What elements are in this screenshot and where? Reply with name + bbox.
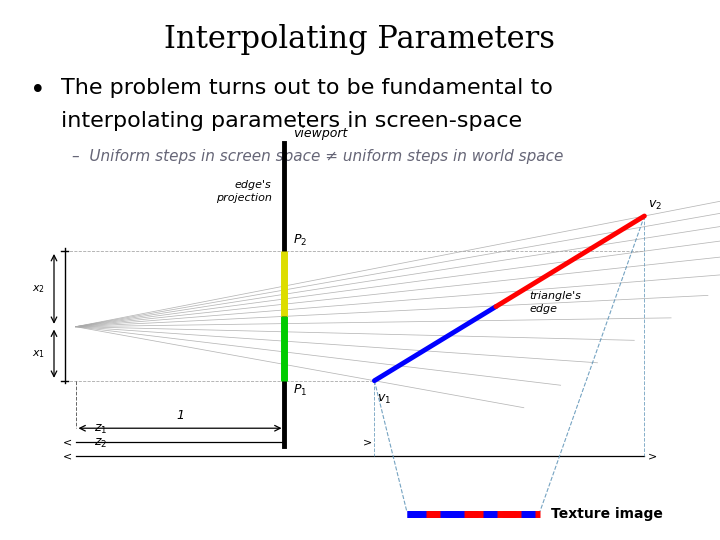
- Text: •: •: [30, 78, 46, 104]
- Text: $z_1$: $z_1$: [94, 423, 107, 436]
- Text: $z_2$: $z_2$: [94, 437, 107, 450]
- Text: 1: 1: [176, 409, 184, 422]
- Text: viewport: viewport: [293, 127, 348, 140]
- Text: –  Uniform steps in screen space ≠ uniform steps in world space: – Uniform steps in screen space ≠ unifor…: [72, 148, 563, 164]
- Text: <: <: [63, 437, 72, 447]
- Text: <: <: [63, 451, 72, 461]
- Text: >: >: [363, 437, 372, 447]
- Text: $v_1$: $v_1$: [377, 393, 391, 406]
- Text: Interpolating Parameters: Interpolating Parameters: [164, 24, 556, 55]
- Text: triangle's
edge: triangle's edge: [529, 291, 581, 314]
- Text: The problem turns out to be fundamental to: The problem turns out to be fundamental …: [61, 78, 553, 98]
- Text: $x_1$: $x_1$: [32, 348, 45, 360]
- Text: $v_2$: $v_2$: [648, 199, 662, 212]
- Text: Texture image: Texture image: [551, 507, 662, 521]
- Text: $x_2$: $x_2$: [32, 283, 45, 295]
- Text: >: >: [648, 451, 657, 461]
- Text: $P_1$: $P_1$: [293, 383, 307, 399]
- Text: edge's
projection: edge's projection: [215, 180, 271, 203]
- Text: $P_2$: $P_2$: [293, 233, 307, 248]
- Text: interpolating parameters in screen-space: interpolating parameters in screen-space: [61, 111, 522, 131]
